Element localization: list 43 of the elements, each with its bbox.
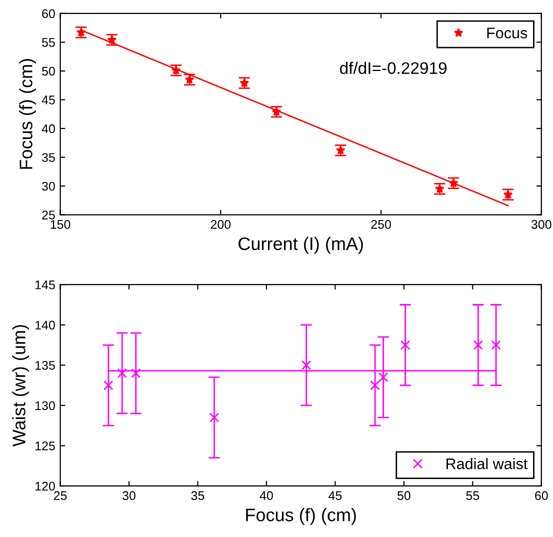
y-tick-label: 120 <box>36 482 55 491</box>
y-axis-title: Focus (f) (cm) <box>19 59 36 169</box>
point <box>131 368 141 378</box>
y-tick-label: 60 <box>42 9 55 18</box>
x-tick-label: 300 <box>531 220 552 229</box>
x-tick-label: 250 <box>371 220 391 229</box>
y-tick-label: 35 <box>42 153 55 162</box>
annotation: df/dI=-0.22919 <box>340 62 446 74</box>
y-tick-label: 130 <box>36 401 55 410</box>
point <box>491 340 501 350</box>
x-tick-label: 40 <box>260 491 273 500</box>
point <box>301 360 312 370</box>
y-tick-label: 145 <box>36 280 55 290</box>
x-tick-label: 25 <box>54 491 67 500</box>
x-tick-label: 150 <box>50 220 70 229</box>
y-tick-label: 135 <box>36 360 55 370</box>
x-axis-title: Current (I) (mA) <box>238 236 363 254</box>
point <box>117 368 127 378</box>
y-tick-label: 45 <box>42 96 55 104</box>
y-tick-label: 125 <box>36 442 55 450</box>
point <box>209 412 220 422</box>
point <box>370 380 380 390</box>
point <box>473 340 484 350</box>
point <box>400 340 410 350</box>
x-tick-label: 35 <box>191 491 204 500</box>
x-axis-title: Focus (f) (cm) <box>246 508 356 525</box>
x-tick-label: 30 <box>122 491 136 500</box>
y-tick-label: 25 <box>42 210 55 220</box>
x-tick-label: 200 <box>210 220 231 229</box>
y-tick-label: 140 <box>36 320 55 330</box>
legend-label: Focus <box>487 28 528 38</box>
y-tick-label: 55 <box>42 38 55 47</box>
y-tick-label: 40 <box>42 124 55 134</box>
y-axis-title: Waist (wr) (um) <box>12 325 29 447</box>
y-tick-label: 30 <box>42 182 55 191</box>
y-tick-label: 50 <box>42 66 55 76</box>
point <box>378 372 388 382</box>
x-tick-label: 50 <box>397 491 410 500</box>
point <box>104 380 114 390</box>
x-tick-label: 60 <box>535 491 548 500</box>
legend-label: Radial waist <box>446 458 528 470</box>
x-tick-label: 55 <box>466 491 480 500</box>
x-tick-label: 45 <box>328 491 342 500</box>
